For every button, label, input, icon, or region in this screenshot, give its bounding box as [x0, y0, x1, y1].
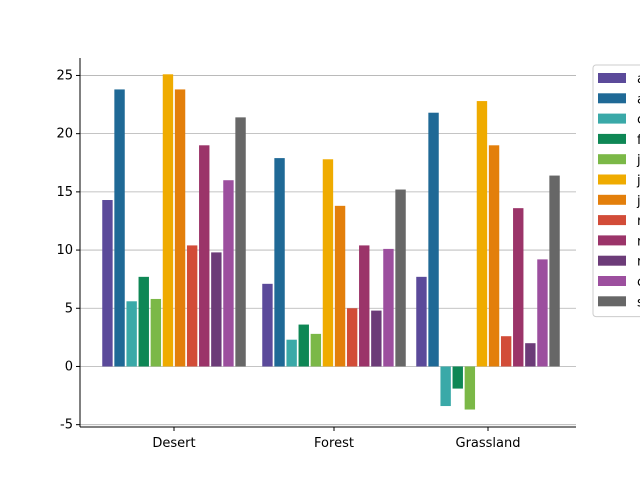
bar — [199, 145, 210, 367]
x-tick-label: Forest — [314, 436, 354, 451]
legend-box — [592, 64, 640, 318]
bar — [223, 180, 234, 367]
legend-swatch — [598, 73, 626, 83]
bar — [359, 245, 370, 367]
legend-label: j — [636, 153, 640, 168]
bar — [102, 200, 113, 367]
bar — [383, 248, 394, 367]
legend: aacfjjjrrrcs — [592, 64, 640, 318]
y-tick-label: 25 — [56, 68, 73, 83]
legend-swatch — [598, 215, 626, 226]
legend-label: a — [637, 92, 640, 107]
legend-label: a — [637, 72, 640, 87]
y-tick-label: 15 — [56, 185, 73, 200]
legend-swatch — [598, 113, 626, 124]
bar — [395, 189, 406, 367]
axes: -5 0 5 10 15 20 25 Desert Forest Grassland — [56, 58, 576, 451]
legend-swatch — [598, 154, 626, 165]
legend-label: r — [637, 234, 640, 249]
bar — [537, 259, 548, 367]
bar — [174, 89, 186, 367]
bar — [262, 283, 273, 367]
legend-swatch — [598, 93, 626, 104]
y-tick-label: 20 — [56, 127, 73, 142]
legend-label: r — [637, 214, 640, 229]
bar — [440, 366, 451, 407]
bar — [452, 366, 463, 389]
legend-swatch — [598, 194, 626, 205]
bar — [211, 252, 222, 367]
bar — [416, 276, 427, 367]
x-tick-label: Desert — [152, 436, 195, 451]
bar — [186, 245, 198, 367]
bar — [334, 205, 346, 367]
bar — [150, 298, 162, 367]
legend-swatch — [598, 174, 626, 185]
bar — [428, 112, 439, 367]
legend-label: f — [637, 133, 640, 148]
bar — [371, 310, 382, 367]
y-tick-label: 5 — [65, 301, 73, 316]
legend-swatch — [598, 235, 626, 246]
bar — [274, 158, 285, 367]
bar — [549, 175, 560, 367]
x-tick-label: Grassland — [456, 436, 521, 451]
y-tick-label: 10 — [56, 243, 73, 258]
bar — [525, 343, 536, 367]
bar — [464, 366, 476, 410]
legend-label: c — [637, 275, 640, 290]
bar — [286, 339, 297, 367]
bar — [488, 145, 500, 367]
bar — [500, 336, 512, 367]
bar — [513, 208, 524, 367]
bar — [298, 324, 309, 367]
bar — [476, 101, 488, 367]
legend-label: r — [637, 255, 640, 270]
bar — [114, 89, 125, 367]
legend-swatch — [598, 255, 626, 266]
y-tick-label: -5 — [60, 418, 73, 433]
bars — [102, 74, 560, 410]
legend-swatch — [598, 296, 626, 307]
bar — [126, 301, 137, 367]
legend-label: j — [636, 194, 640, 209]
legend-swatch — [598, 133, 626, 144]
legend-swatch — [598, 276, 626, 286]
legend-label: s — [637, 295, 640, 310]
y-tick-label: 0 — [65, 359, 73, 374]
bar — [162, 74, 174, 367]
legend-label: j — [636, 174, 640, 189]
bar — [138, 276, 149, 367]
legend-label: c — [637, 113, 640, 128]
bar — [235, 117, 246, 367]
bar — [310, 333, 322, 367]
bar — [322, 159, 334, 367]
bar — [346, 308, 358, 367]
